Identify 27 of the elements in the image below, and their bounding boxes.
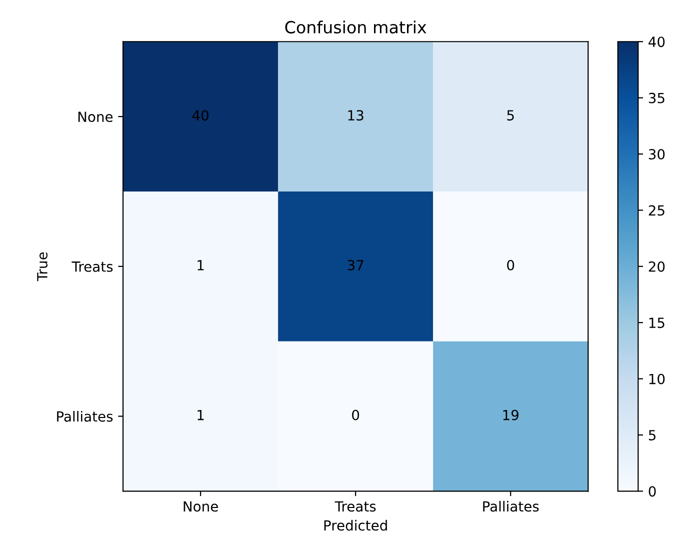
color-bar-label: 35 (648, 92, 664, 104)
data-label: 37 (348, 260, 364, 270)
color-bar-label: 10 (649, 374, 665, 384)
x-axis-title: Predicted (324, 520, 387, 531)
x-tick-label: Palliates (483, 500, 539, 512)
y-axis-title: True (37, 252, 48, 282)
color-bar-label: 40 (648, 36, 665, 48)
y-tick-label: Treats (72, 262, 113, 272)
x-tick-label: None (184, 501, 218, 512)
data-label: 13 (348, 110, 364, 121)
y-tick-label: Palliates (57, 410, 113, 422)
x-tick-label: Treats (334, 501, 376, 512)
y-tick-label: None (78, 112, 113, 122)
chart-title: Confusion matrix (285, 20, 426, 34)
color-bar-label: 30 (648, 148, 665, 160)
data-label: 1 (198, 410, 204, 420)
data-label: 1 (198, 260, 204, 270)
color-bar-label: 5 (648, 430, 656, 440)
color-bar-label: 15 (649, 318, 664, 328)
data-label: 0 (507, 260, 514, 270)
data-label: 5 (507, 110, 514, 121)
color-bar-label: 25 (648, 205, 664, 216)
data-label: 19 (503, 410, 518, 420)
data-label: 0 (352, 410, 360, 420)
data-label: 40 (192, 110, 208, 121)
color-bar-label: 0 (648, 486, 656, 497)
color-bar-label: 20 (648, 261, 665, 272)
